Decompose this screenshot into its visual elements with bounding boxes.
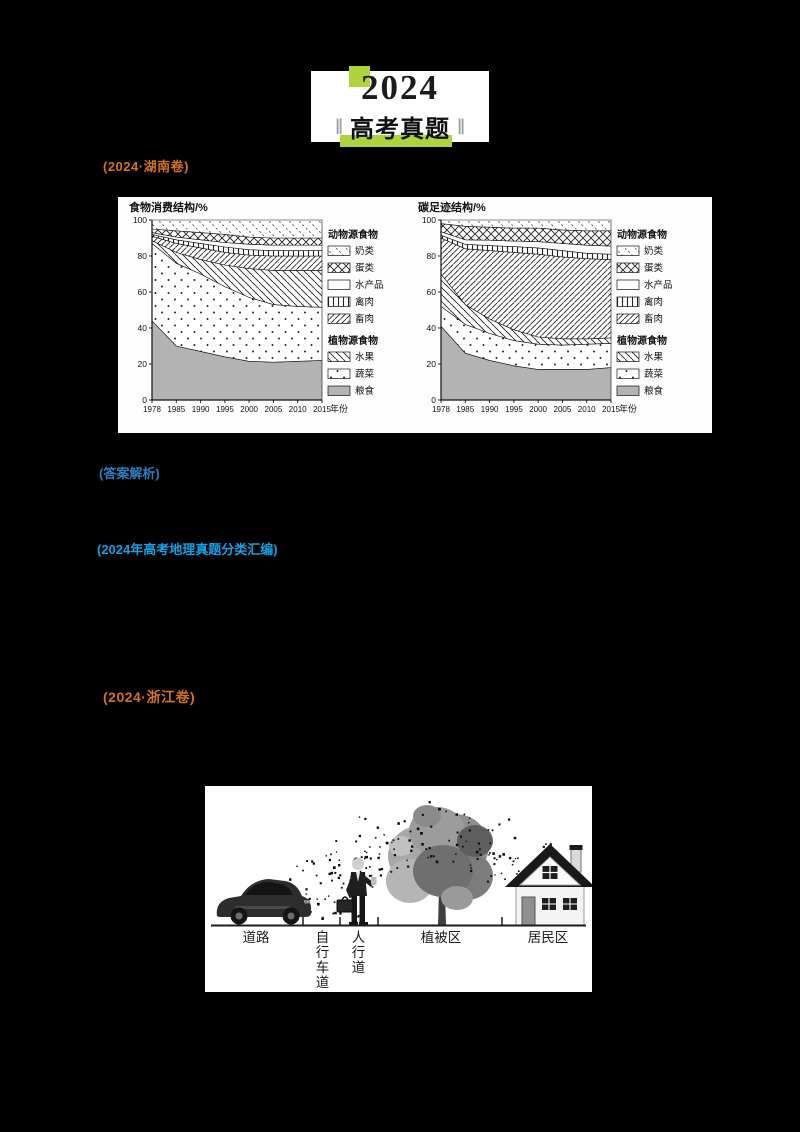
street-dust-illustration — [211, 801, 592, 927]
svg-text:2010: 2010 — [578, 405, 596, 414]
legend-item-label: 禽肉 — [355, 296, 374, 308]
carbon-footprint-structure-chart: 0 20 40 60 80 100 1978 1985 1990 1995 2000 2005 2010… — [415, 198, 704, 432]
right-slash-mark: ∥ — [457, 118, 465, 135]
chart-title: 碳足迹结构/% — [418, 200, 486, 214]
svg-text:1995: 1995 — [505, 405, 523, 414]
svg-text:1978: 1978 — [143, 405, 161, 414]
legend-item-label: 蛋类 — [644, 262, 664, 274]
question-source-badge-2: (2024·浙江卷) — [103, 689, 196, 705]
legend-item-label: 粮食 — [355, 385, 375, 397]
question-source-badge-1: (2024·湖南卷) — [103, 159, 189, 174]
svg-text:2005: 2005 — [554, 405, 572, 414]
svg-text:60: 60 — [138, 287, 148, 297]
pedestrian-icon — [336, 857, 377, 925]
series-milk — [151, 219, 323, 239]
food-consumption-structure-chart: 0 20 40 60 80 100 1978 1985 1990 1995 2000 2005 2010… — [126, 198, 415, 432]
svg-text:1990: 1990 — [192, 405, 210, 414]
zone-label-road: 道路 — [242, 930, 270, 945]
svg-text:60: 60 — [427, 287, 437, 297]
chart-title: 食物消费结构/% — [129, 200, 208, 214]
legend-group-header: 动物源食物 — [617, 228, 667, 241]
zone-label-sidewalk: 人行道 — [351, 930, 366, 976]
header-2024-banner: 2024 ∥ 高考真题 ∥ — [311, 65, 489, 147]
year-text: 2024 — [361, 67, 439, 107]
left-slash-mark: ∥ — [335, 118, 343, 135]
door — [521, 896, 536, 926]
zone-label-bike-lane: 自行车道 — [315, 930, 330, 991]
legend-item-label: 蛋类 — [355, 262, 375, 274]
chart-svg: 0 20 40 60 80 100 1978 1985 1990 1995 2000 2005 2010… — [129, 200, 384, 414]
zone-label-residential: 居民区 — [527, 930, 569, 945]
briefcase-handle — [341, 896, 349, 901]
legend-item-label: 水果 — [355, 351, 375, 363]
series-milk — [440, 219, 612, 232]
svg-text:20: 20 — [138, 359, 148, 369]
header-year: 2024 — [349, 65, 439, 107]
street-dust-diagram: 道路 自行车道 人行道 植被区 居民区 — [205, 786, 592, 992]
house-icon — [505, 844, 592, 926]
briefcase-icon — [336, 899, 354, 913]
legend-group-header: 植物源食物 — [327, 334, 378, 347]
svg-text:1978: 1978 — [432, 405, 450, 414]
zone-ticks — [302, 917, 503, 925]
zone-label-vegetation: 植被区 — [420, 930, 462, 945]
x-axis-label: 年份 — [330, 403, 348, 414]
legend-group-header: 植物源食物 — [616, 334, 667, 347]
svg-text:1985: 1985 — [456, 405, 474, 414]
svg-text:2000: 2000 — [529, 405, 547, 414]
chart-svg: 0 20 40 60 80 100 1978 1985 1990 1995 2000 2005 2010… — [418, 200, 673, 414]
svg-text:80: 80 — [427, 251, 437, 261]
svg-text:0: 0 — [142, 395, 147, 405]
legend-item-label: 水果 — [644, 351, 664, 363]
page-title: 高考真题 — [340, 109, 452, 147]
svg-text:100: 100 — [133, 215, 147, 225]
svg-text:2005: 2005 — [265, 405, 283, 414]
svg-text:1985: 1985 — [167, 405, 185, 414]
legend-item-label: 蔬菜 — [644, 368, 664, 380]
svg-text:1990: 1990 — [481, 405, 499, 414]
svg-text:2010: 2010 — [289, 405, 307, 414]
legend-item-label: 水产品 — [644, 279, 673, 291]
legend-item-label: 奶类 — [644, 245, 664, 257]
legend-item-label: 粮食 — [644, 385, 664, 397]
legend-item-label: 水产品 — [355, 279, 384, 291]
svg-text:0: 0 — [431, 395, 436, 405]
svg-text:100: 100 — [422, 215, 436, 225]
svg-text:80: 80 — [138, 251, 148, 261]
tree-icon — [386, 805, 493, 925]
header-title-row: ∥ 高考真题 ∥ — [335, 109, 465, 147]
svg-text:20: 20 — [427, 359, 437, 369]
legend-item-label: 畜肉 — [644, 313, 663, 325]
svg-text:2015: 2015 — [313, 405, 331, 414]
legend-item-label: 蔬菜 — [355, 368, 375, 380]
car-icon — [216, 879, 311, 925]
svg-text:1995: 1995 — [216, 405, 234, 414]
answer-note: (答案解析) — [99, 466, 160, 481]
x-axis-label: 年份 — [619, 403, 637, 414]
legend-item-label: 奶类 — [355, 245, 375, 257]
svg-text:40: 40 — [138, 323, 148, 333]
svg-text:2015: 2015 — [602, 405, 620, 414]
svg-text:40: 40 — [427, 323, 437, 333]
legend-group-header: 动物源食物 — [328, 228, 378, 241]
gable-window — [542, 866, 558, 879]
legend-item-label: 禽肉 — [644, 296, 663, 308]
stacked-area-charts-figure: 0 20 40 60 80 100 1978 1985 1990 1995 2000 2005 2010… — [118, 197, 712, 433]
body-windows — [542, 898, 577, 910]
legend-item-label: 畜肉 — [355, 313, 374, 325]
svg-text:2000: 2000 — [240, 405, 258, 414]
compilation-note: (2024年高考地理真题分类汇编) — [97, 542, 278, 557]
